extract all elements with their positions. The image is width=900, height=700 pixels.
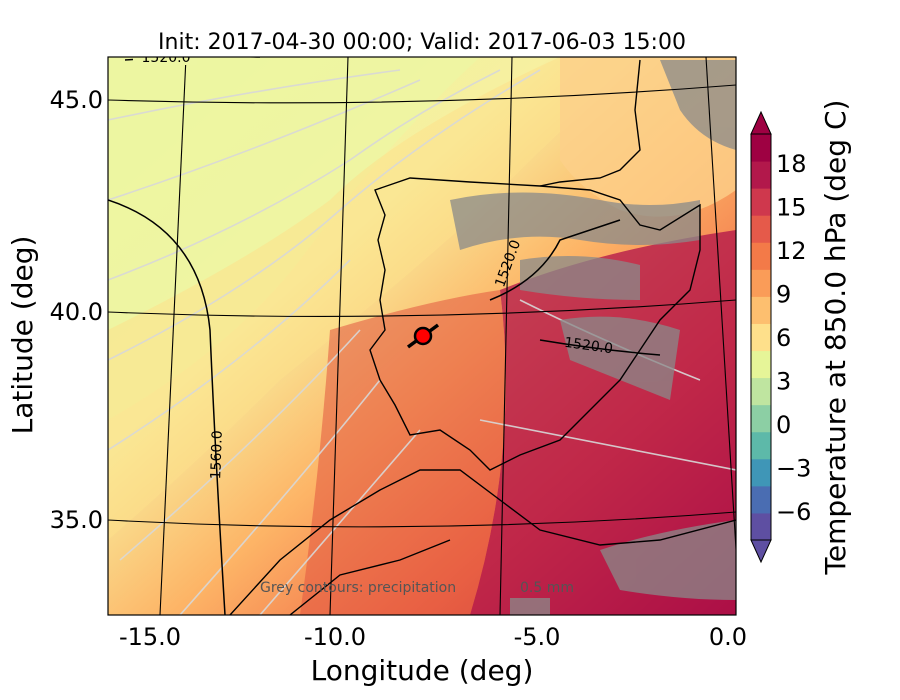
colorbar-block (751, 269, 771, 297)
x-tick-label: -5.0 (514, 623, 561, 651)
contour-label: 1520.0 (563, 335, 614, 358)
colorbar-block (751, 350, 771, 379)
contour-label: 1560.0 (208, 430, 226, 480)
colorbar-tick-label: 9 (776, 281, 791, 309)
x-axis: -15.0 -10.0 -5.0 0.0 Longitude (deg) (119, 623, 747, 687)
colorbar-tick-label: 6 (776, 324, 791, 352)
colorbar-blocks (751, 134, 771, 541)
africa-inner (289, 539, 451, 615)
colorbar-top-extension (750, 110, 772, 135)
map-frame (107, 56, 737, 616)
location-marker (413, 326, 433, 346)
graticule (108, 57, 736, 615)
precip-annotation: Grey contours: precipitation (260, 580, 456, 596)
colorbar-label: Temperature at 850.0 hPa (deg C) (819, 100, 852, 576)
x-tick-label: -15.0 (119, 623, 181, 651)
x-axis-label: Longitude (deg) (311, 654, 534, 687)
y-axis-label: Latitude (deg) (6, 236, 39, 435)
x-tick-label: 0.0 (709, 623, 747, 651)
colorbar-block (751, 161, 771, 189)
coastlines (229, 59, 736, 615)
contour-label: 1520.0 (142, 50, 191, 66)
map-panel: 1520.0 1520.0 1520.0 1560.0 Grey contour… (108, 50, 736, 615)
colorbar-bottom-extension (750, 539, 772, 564)
y-axis: 45.0 40.0 35.0 Latitude (deg) (6, 86, 103, 534)
colorbar-block (751, 404, 771, 433)
y-tick-label: 40.0 (50, 298, 103, 326)
iberia-coastline (369, 177, 701, 471)
colorbar-block (751, 296, 771, 324)
colorbar-block (751, 323, 771, 352)
colorbar: 18 15 12 9 6 3 0 −3 −6 Temperature at 85… (750, 100, 852, 576)
y-tick-label: 35.0 (50, 506, 103, 534)
hot-region (470, 230, 736, 615)
y-tick-label: 45.0 (50, 86, 103, 114)
colorbar-block (751, 458, 771, 487)
france-coastline (539, 59, 641, 187)
colorbar-tick-label: 12 (776, 237, 807, 265)
colorbar-tick-label: 18 (776, 150, 807, 178)
colorbar-tick-label: 3 (776, 368, 791, 396)
colorbar-tick-label: 15 (776, 194, 807, 222)
colorbar-block (751, 242, 771, 270)
colorbar-ticks: 18 15 12 9 6 3 0 −3 −6 (776, 150, 811, 526)
colorbar-frame (750, 133, 772, 541)
africa-coastline (229, 469, 736, 615)
precip-annotation-tail: 0.5 mm (520, 580, 574, 596)
colorbar-tick-label: 0 (776, 411, 791, 439)
isolines (108, 69, 736, 615)
plot-title: Init: 2017-04-30 00:00; Valid: 2017-06-0… (158, 30, 686, 55)
colorbar-block (751, 377, 771, 406)
colorbar-block (751, 431, 771, 460)
x-tick-label: -10.0 (304, 623, 366, 651)
colorbar-tick-label: −6 (776, 498, 811, 526)
warm-region (300, 290, 506, 615)
colorbar-tick-label: −3 (776, 455, 811, 483)
colorbar-block (751, 215, 771, 243)
colorbar-block (751, 188, 771, 216)
colorbar-block (751, 485, 771, 514)
precipitation-contours (450, 60, 736, 615)
colorbar-block (751, 512, 771, 541)
colorbar-block (751, 134, 771, 162)
mild-region (108, 57, 640, 540)
